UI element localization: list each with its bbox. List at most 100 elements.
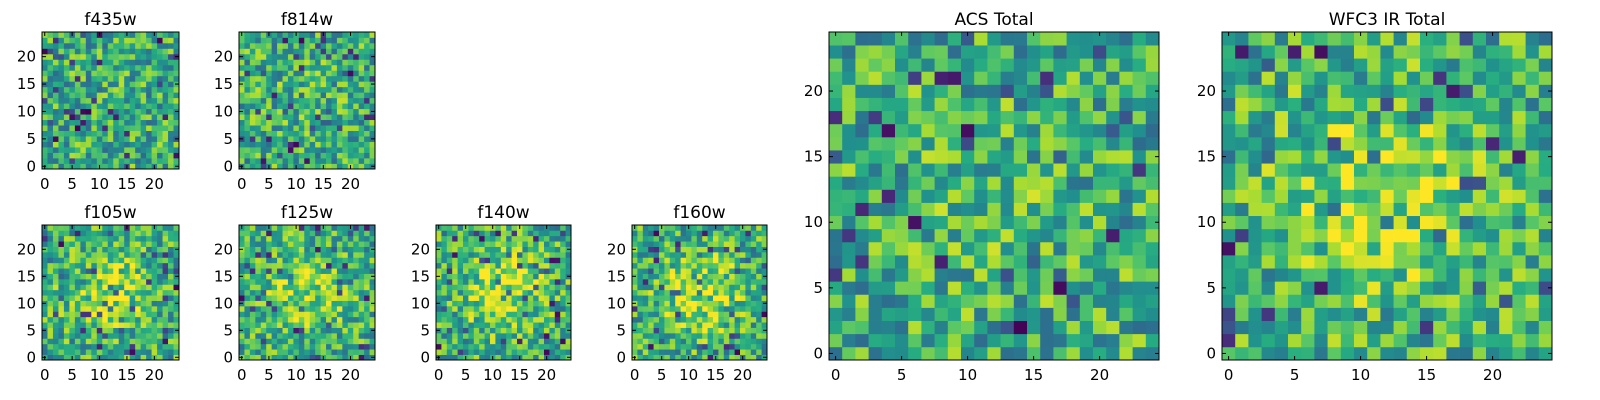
heatmap-cell xyxy=(260,257,267,264)
heatmap-cell xyxy=(347,333,354,339)
heatmap-cell xyxy=(47,295,54,301)
heatmap-cell xyxy=(680,252,687,258)
heatmap-cell xyxy=(249,81,256,88)
heatmap-cell xyxy=(565,241,572,247)
heatmap-cell xyxy=(452,225,458,231)
heatmap-cell xyxy=(1106,123,1120,138)
heatmap-cell xyxy=(1486,189,1500,203)
heatmap-cell xyxy=(162,103,169,110)
heatmap-cell xyxy=(124,152,131,159)
heatmap-cell xyxy=(517,268,523,274)
heatmap-cell xyxy=(129,279,136,285)
heatmap-cell xyxy=(129,257,136,264)
heatmap-cell xyxy=(675,230,681,237)
heatmap-cell xyxy=(42,241,48,247)
heatmap-cell xyxy=(745,284,752,291)
heatmap-cell xyxy=(1367,241,1381,256)
heatmap-cell xyxy=(309,268,316,274)
heatmap-cell xyxy=(669,241,676,247)
heatmap-cell xyxy=(364,163,370,170)
heatmap-cell xyxy=(118,322,125,328)
heatmap-cell xyxy=(107,289,114,296)
heatmap-cell xyxy=(85,338,92,345)
heatmap-cell xyxy=(369,225,376,231)
heatmap-cell xyxy=(277,141,283,148)
heatmap-cell xyxy=(282,354,289,361)
x-tick-label: 20 xyxy=(537,366,556,384)
heatmap-cell xyxy=(358,300,365,307)
heatmap-cell xyxy=(107,322,114,328)
heatmap-cell xyxy=(369,103,376,110)
heatmap-cell xyxy=(140,246,147,253)
heatmap-cell xyxy=(1040,71,1054,85)
heatmap-cell xyxy=(987,346,1001,361)
heatmap-cell xyxy=(1472,189,1487,203)
heatmap-cell xyxy=(1079,320,1094,335)
heatmap-cell xyxy=(124,343,131,350)
heatmap-cell xyxy=(331,114,338,121)
heatmap-cell xyxy=(320,279,327,285)
heatmap-cell xyxy=(648,268,654,274)
heatmap-cell xyxy=(664,322,671,328)
heatmap-cell xyxy=(659,268,665,274)
heatmap-cell xyxy=(162,295,169,301)
heatmap-cell xyxy=(364,53,370,60)
heatmap-cell xyxy=(107,158,114,164)
heatmap-cell xyxy=(151,279,158,285)
heatmap-cell xyxy=(560,241,566,247)
heatmap-cell xyxy=(309,284,316,291)
heatmap-cell xyxy=(113,163,120,170)
heatmap-cell xyxy=(691,327,698,334)
heatmap-cell xyxy=(52,333,59,339)
heatmap-cell xyxy=(91,306,98,312)
heatmap-cell xyxy=(52,273,59,280)
heatmap-cell xyxy=(74,152,81,159)
heatmap-cell xyxy=(107,75,114,82)
heatmap-cell xyxy=(162,316,169,323)
x-tick-label: 10 xyxy=(958,366,977,384)
heatmap-cell xyxy=(686,279,692,285)
heatmap-cell xyxy=(468,235,475,242)
heatmap-cell xyxy=(69,97,76,104)
heatmap-cell xyxy=(85,92,92,99)
heatmap-cell xyxy=(113,333,120,339)
heatmap-cell xyxy=(347,327,354,334)
heatmap-cell xyxy=(271,114,278,121)
heatmap-cell xyxy=(151,64,158,71)
heatmap-cell xyxy=(436,289,442,296)
heatmap-cell xyxy=(271,289,278,296)
heatmap-cell xyxy=(91,241,98,247)
heatmap-cell xyxy=(664,241,671,247)
heatmap-cell xyxy=(282,32,289,38)
heatmap-cell xyxy=(500,262,507,269)
heatmap-cell xyxy=(91,114,98,121)
heatmap-cell xyxy=(309,241,316,247)
heatmap-cell xyxy=(1261,241,1276,256)
heatmap-cell xyxy=(52,338,59,345)
heatmap-cell xyxy=(129,235,136,242)
heatmap-cell xyxy=(895,268,909,282)
heatmap-cell xyxy=(326,257,332,264)
heatmap-cell xyxy=(320,338,327,345)
heatmap-cell xyxy=(436,284,442,291)
heatmap-cell xyxy=(124,119,131,126)
heatmap-cell xyxy=(1499,281,1513,295)
heatmap-cell xyxy=(118,235,125,242)
heatmap-cell xyxy=(58,42,65,49)
heatmap-cell xyxy=(47,64,54,71)
heatmap-cell xyxy=(961,346,975,361)
heatmap-cell xyxy=(52,311,59,318)
heatmap-cell xyxy=(336,262,343,269)
heatmap-cell xyxy=(326,262,332,269)
heatmap-cell xyxy=(287,311,294,318)
heatmap-cell xyxy=(446,349,453,355)
heatmap-cell xyxy=(490,262,496,269)
heatmap-cell xyxy=(102,284,109,291)
heatmap-cell xyxy=(1420,281,1434,295)
heatmap-cell xyxy=(277,262,283,269)
heatmap-cell xyxy=(96,279,103,285)
heatmap-cell xyxy=(42,125,48,131)
heatmap-cell xyxy=(723,295,730,301)
heatmap-cell xyxy=(85,284,92,291)
heatmap-cell xyxy=(1433,346,1447,361)
